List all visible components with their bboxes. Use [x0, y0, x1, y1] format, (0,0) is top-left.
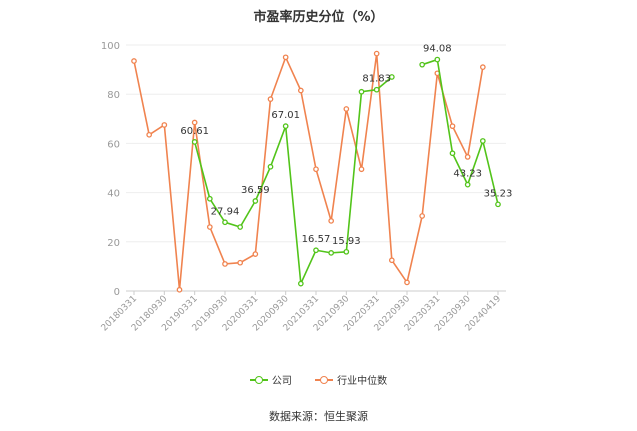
data-label: 60.61	[180, 126, 209, 137]
chart-title: 市盈率历史分位（%）	[253, 10, 384, 25]
data-point-industry	[388, 257, 395, 264]
data-point-company	[237, 224, 244, 230]
data-point-industry	[252, 251, 259, 257]
data-point-company	[267, 163, 274, 170]
data-point-industry	[191, 119, 198, 126]
y-tick-label: 80	[107, 90, 120, 101]
data-label: 15.93	[332, 236, 361, 247]
data-point-company	[464, 181, 471, 188]
data-point-industry	[282, 54, 289, 61]
data-label: 43.23	[453, 169, 482, 180]
data-point-company	[191, 139, 198, 145]
data-point-company	[388, 74, 395, 80]
legend-company-label: 公司	[271, 376, 292, 387]
data-point-industry	[297, 87, 304, 94]
legend-item-industry[interactable]: 行业中位数	[315, 372, 387, 387]
data-label: 35.23	[484, 188, 513, 199]
data-point-industry	[449, 123, 456, 130]
data-point-company	[343, 248, 350, 255]
y-tick-label: 100	[101, 41, 120, 52]
data-label: 16.57	[302, 234, 331, 245]
data-point-industry	[404, 279, 410, 286]
data-point-company	[373, 86, 380, 93]
data-point-company	[434, 56, 441, 63]
y-tick-label: 0	[114, 287, 120, 298]
data-point-company	[328, 250, 335, 256]
y-tick-label: 60	[107, 139, 120, 150]
data-point-industry	[419, 213, 426, 219]
y-tick-label: 20	[107, 238, 120, 249]
data-point-company	[282, 123, 289, 130]
data-point-company	[222, 219, 228, 226]
data-point-company	[297, 280, 304, 287]
data-point-company	[206, 195, 213, 202]
legend-company-swatch-icon	[249, 375, 268, 385]
data-point-industry	[358, 166, 365, 173]
data-point-industry	[343, 106, 350, 112]
data-point-industry	[206, 224, 213, 230]
legend-industry-swatch-icon	[315, 375, 334, 385]
data-point-industry	[222, 261, 228, 267]
data-label: 81.83	[362, 74, 391, 85]
series-line-industry	[133, 53, 484, 290]
data-point-company	[313, 247, 319, 254]
data-point-company	[495, 201, 501, 208]
data-point-industry	[131, 58, 137, 64]
data-point-industry	[146, 131, 153, 138]
data-label: 67.01	[271, 110, 300, 121]
data-point-company	[252, 198, 259, 204]
data-point-industry	[313, 166, 319, 173]
series-line-company	[421, 58, 499, 205]
data-point-company	[419, 61, 426, 68]
data-point-company	[358, 88, 365, 95]
data-point-industry	[267, 96, 274, 102]
legend-item-company[interactable]: 公司	[249, 372, 292, 387]
data-label: 94.08	[423, 44, 452, 55]
data-point-company	[479, 138, 486, 144]
legend-industry-label: 行业中位数	[337, 376, 388, 387]
data-point-industry	[328, 218, 335, 224]
data-point-industry	[479, 64, 486, 70]
data-point-company	[449, 150, 456, 157]
y-tick-label: 40	[107, 189, 120, 200]
data-source: 数据来源：恒生聚源	[269, 410, 368, 423]
chart-legend: 公司 行业中位数	[0, 372, 637, 388]
data-point-industry	[373, 50, 380, 57]
data-point-industry	[161, 122, 168, 128]
data-point-industry	[464, 154, 471, 160]
data-point-industry	[237, 259, 244, 266]
data-label: 27.94	[211, 206, 240, 217]
series-line-company	[193, 76, 393, 287]
data-point-industry	[176, 286, 183, 293]
data-label: 36.59	[241, 185, 270, 196]
